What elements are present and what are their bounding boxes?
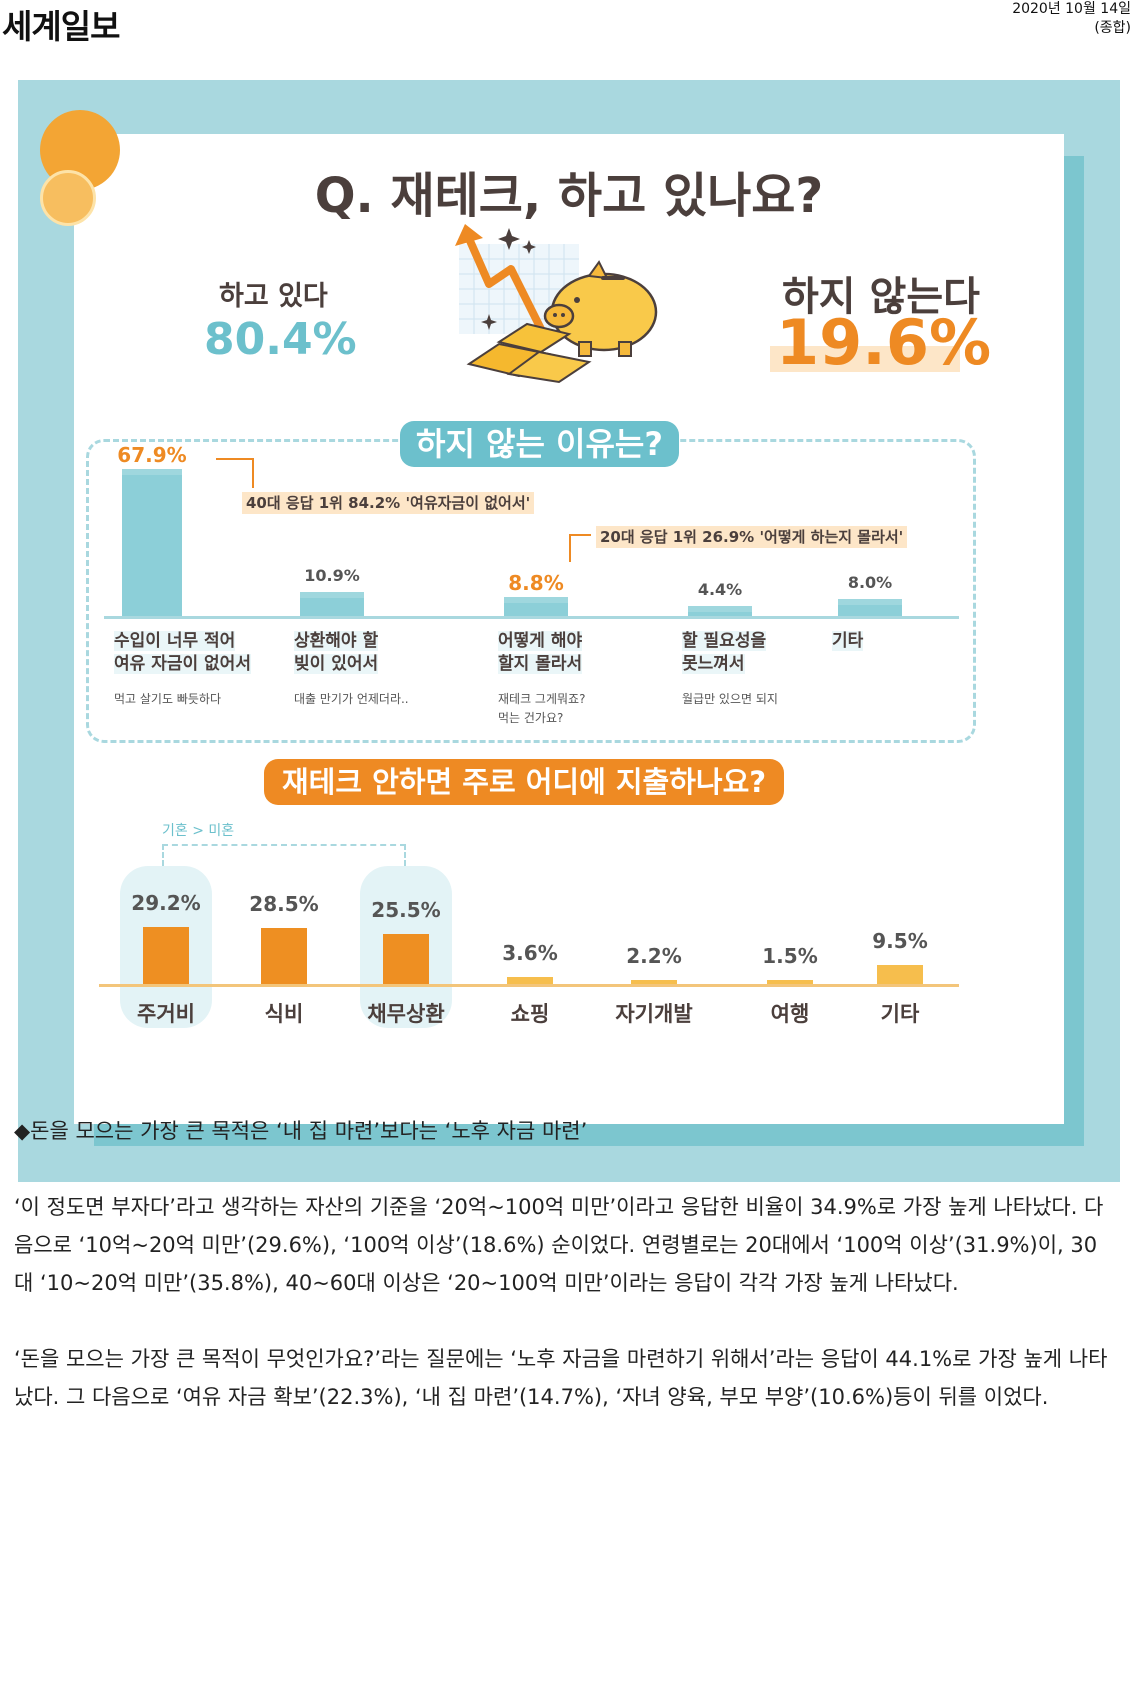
spending-bar: [261, 928, 307, 984]
decorative-sun-small-icon: [40, 170, 96, 226]
section-label: (종합): [1094, 20, 1131, 36]
spending-value-label: 2.2%: [626, 943, 682, 968]
spending-value-label: 25.5%: [371, 898, 441, 923]
reason-comment: 월급만 있으면 되지: [682, 690, 778, 709]
reasons-title: 하지 않는 이유는?: [400, 421, 679, 467]
spending-bar: [143, 927, 189, 984]
masthead: 세계일보 2020년 10월 14일 (종합): [0, 0, 1137, 46]
spending-category: 식비: [264, 1002, 304, 1026]
piggy-bank-icon: [543, 260, 658, 357]
reason-category-line: 할 필요성을: [682, 631, 767, 651]
infographic: Q. 재테크, 하고 있나요? 하고 있다 80.4% 하지 않는다 19.6%: [18, 80, 1120, 1182]
no-label: 하지 않는다: [782, 274, 980, 320]
reason-value-label: 4.4%: [697, 580, 743, 600]
reason-comment: 먹고 살기도 빠듯하다: [114, 690, 221, 709]
spending-category: 자기개발: [615, 1002, 693, 1026]
reason-category-line: 기타: [832, 631, 864, 651]
spending-bar: [507, 976, 553, 984]
yes-percent: 80.4%: [204, 314, 357, 365]
reason-comment: 대출 만기가 언제더라..: [294, 690, 409, 709]
spending-category: 채무상환: [367, 1002, 445, 1026]
reason-value-label: 10.9%: [304, 566, 360, 586]
marital-note: 기혼 > 미혼: [162, 823, 235, 839]
reason-comment-line: 대출 만기가 언제더라..: [294, 692, 409, 706]
gold-bars-icon: [466, 322, 592, 384]
reason-category-line: 수입이 너무 적어: [114, 631, 236, 651]
callout-20s-line: [569, 534, 591, 536]
reason-bar: [688, 606, 752, 616]
article-paragraph-1: ‘이 정도면 부자다’라고 생각하는 자산의 기준을 ‘20억~100억 미만’…: [14, 1195, 1104, 1295]
spending-title: 재테크 안하면 주로 어디에 지출하나요?: [264, 759, 785, 805]
piggy-bank-gold-illustration: [455, 224, 658, 384]
reason-comment-line: 재테크 그게뭐죠?: [498, 692, 586, 706]
callout-40s-line-vertical: [252, 458, 254, 488]
reason-category: 기타: [832, 630, 864, 653]
spending-category: 쇼핑: [510, 1002, 550, 1026]
reasons-baseline: [104, 616, 959, 619]
spending-value-label: 1.5%: [762, 944, 818, 968]
callout-40s: 40대 응답 1위 84.2% '여유자금이 없어서': [242, 492, 535, 514]
reason-value-label: 67.9%: [117, 443, 187, 468]
marital-bracket: [162, 844, 406, 874]
callout-40s-line: [216, 458, 254, 460]
spending-value-label: 29.2%: [131, 891, 201, 916]
sparkle-icon: [481, 228, 536, 330]
publish-date: 2020년 10월 14일: [1012, 1, 1131, 17]
reason-comment-line: 먹는 건가요?: [498, 711, 564, 725]
dateline: 2020년 10월 14일 (종합): [1012, 0, 1131, 38]
spending-bar: [767, 980, 813, 984]
reason-category-line: 못느껴서: [682, 654, 745, 674]
no-percent-highlight: [770, 346, 960, 372]
spending-value-label: 28.5%: [249, 892, 319, 917]
spending-bar: [877, 965, 923, 984]
rising-arrow-icon: [455, 224, 545, 331]
reason-bar: [300, 592, 364, 616]
reason-bar: [504, 596, 568, 616]
reason-bar: [838, 598, 902, 616]
callout-20s-line-vertical: [569, 534, 571, 562]
article-body: ◆돈을 모으는 가장 큰 목적은 ‘내 집 마련’보다는 ‘노후 자금 마련’ …: [14, 1112, 1114, 1454]
article-paragraph-2: ‘돈을 모으는 가장 큰 목적이 무엇인가요?’라는 질문에는 ‘노후 자금을 …: [14, 1347, 1108, 1409]
reason-comment: 재테크 그게뭐죠? 먹는 건가요?: [498, 690, 585, 728]
reason-bar: [122, 469, 182, 616]
reason-value-label: 8.8%: [508, 570, 564, 595]
reason-category-line: 어떻게 해야: [498, 631, 583, 651]
spending-bar: [631, 979, 677, 984]
reason-category-line: 여유 자금이 없어서: [114, 654, 251, 674]
reason-category-line: 빚이 있어서: [294, 654, 379, 674]
spending-category: 여행: [770, 1002, 810, 1026]
callout-20s: 20대 응답 1위 26.9% '어떻게 하는지 몰라서': [596, 526, 908, 548]
spending-category: 기타: [880, 1002, 920, 1026]
infographic-card: Q. 재테크, 하고 있나요? 하고 있다 80.4% 하지 않는다 19.6%: [74, 134, 1064, 1124]
yes-label: 하고 있다: [219, 281, 328, 312]
reason-value-label: 8.0%: [847, 572, 893, 592]
reason-comment-line: 월급만 있으면 되지: [682, 692, 778, 706]
question-title: Q. 재테크, 하고 있나요?: [314, 168, 824, 224]
spending-bar: [383, 934, 429, 984]
spending-category: 주거비: [137, 1002, 195, 1026]
spending-value-label: 3.6%: [502, 940, 558, 965]
spending-value-label: 9.5%: [872, 929, 928, 954]
newspaper-logo[interactable]: 세계일보: [2, 7, 120, 46]
article-subheading: ◆돈을 모으는 가장 큰 목적은 ‘내 집 마련’보다는 ‘노후 자금 마련’: [14, 1119, 588, 1143]
reason-category-line: 할지 몰라서: [498, 654, 583, 674]
reason-category-line: 상환해야 할: [294, 631, 379, 651]
no-percent: 19.6%: [776, 306, 992, 379]
spending-baseline: [99, 984, 959, 987]
reason-comment-line: 먹고 살기도 빠듯하다: [114, 692, 221, 706]
